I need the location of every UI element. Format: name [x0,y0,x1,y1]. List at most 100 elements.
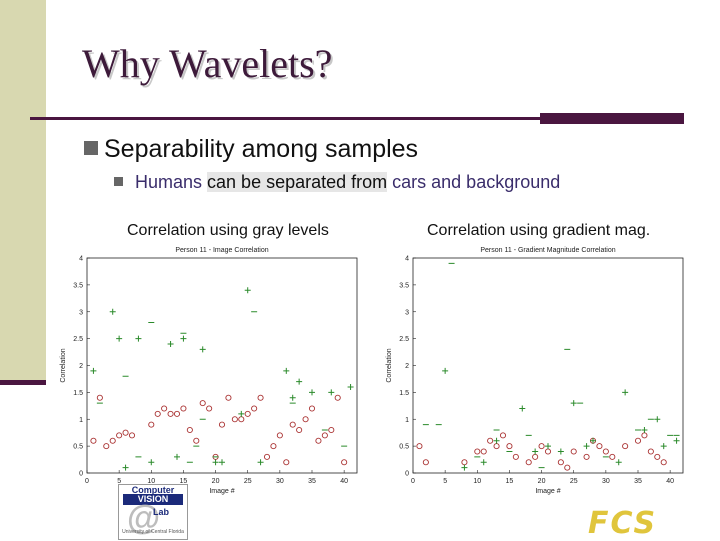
data-point-circle [416,443,423,450]
data-point-plus [116,335,123,342]
y-tick-label: 0.5 [73,444,83,451]
data-point-circle [122,429,129,436]
y-tick-label: 0.5 [399,444,409,451]
plot-frame [412,257,684,474]
data-point-circle [289,421,296,428]
x-tick-label: 30 [276,478,284,485]
x-axis-label: Image # [209,488,234,495]
y-tick-label: 1 [79,417,83,424]
y-tick-label: 4 [79,256,83,263]
y-tick-label: 0 [79,471,83,478]
logo-text-vision: VISION [123,494,183,505]
data-point-circle [116,432,123,439]
data-point-circle [263,453,271,460]
y-tick-label: 1 [405,417,409,424]
data-point-plus [480,459,487,466]
y-tick-label: 4 [405,256,409,263]
data-point-plus [532,448,539,455]
data-point-circle [193,437,200,444]
data-point-circle [654,453,661,460]
data-point-circle [90,437,97,444]
data-point-circle [96,394,103,401]
data-point-circle [238,416,245,423]
data-point-circle [532,453,539,460]
logo-text-computer: Computer [131,485,175,495]
data-point-plus [244,287,251,294]
data-point-plus [283,367,290,374]
data-point-circle [103,443,110,450]
x-tick-label: 35 [308,478,316,485]
data-point-circle [109,437,116,444]
data-point-plus [347,384,354,390]
y-tick-label: 2.5 [399,336,409,343]
x-tick-label: 20 [538,478,546,485]
data-point-circle [173,410,181,417]
data-point-circle [512,453,519,460]
bullet-square-icon [84,141,98,155]
sub-bullet-item: Humans can be separated from cars and ba… [114,172,560,193]
data-point-plus [641,427,648,433]
x-tick-label: 0 [411,478,415,485]
plot-frame [86,257,358,474]
y-axis-label: Correlation [60,348,67,382]
data-point-circle [487,437,494,444]
x-tick-label: 40 [666,478,674,485]
caption-gray-levels: Correlation using gray levels [127,222,329,239]
fcs-logo: FCS [588,506,658,541]
data-point-circle [128,432,136,439]
sub-bullet-square-icon [114,177,123,186]
title-divider-accent [540,113,684,124]
data-point-circle [328,426,335,434]
data-point-plus [583,443,590,450]
data-point-circle [308,405,316,412]
data-point-circle [167,410,174,417]
y-tick-label: 2.5 [73,336,83,343]
data-point-circle [296,426,303,434]
data-point-circle [602,448,609,455]
data-point-plus [461,464,468,471]
data-point-circle [206,405,213,412]
sub-bullet-highlight: can be separated from [207,172,388,192]
data-point-plus [570,400,577,407]
chart-title: Person 11 - Gradient Magnitude Correlati… [480,247,615,254]
data-point-circle [544,448,552,455]
data-point-circle [647,448,654,455]
sub-bullet-text-1: Humans [135,172,208,192]
y-tick-label: 1.5 [399,390,409,397]
data-point-plus [289,394,296,401]
y-tick-label: 3.5 [73,282,83,289]
data-point-circle [609,453,616,460]
data-point-circle [506,443,513,450]
data-point-circle [570,448,577,455]
y-tick-label: 3 [79,309,83,316]
data-point-circle [334,394,341,401]
data-point-circle [180,405,187,412]
data-point-circle [596,443,603,450]
data-point-plus [296,378,303,385]
data-point-circle [538,443,545,450]
y-tick-label: 2 [405,363,409,370]
data-point-circle [341,459,348,466]
data-point-plus [545,443,551,450]
chart-title: Person 11 - Image Correlation [175,247,268,254]
data-point-plus [238,410,245,417]
data-point-plus [212,459,219,466]
sidebar-accent [0,0,46,383]
x-tick-label: 0 [85,478,89,485]
data-point-circle [557,459,564,466]
data-point-circle [499,432,507,439]
logo-text-lab: Lab [153,507,170,517]
y-tick-label: 2 [79,363,83,370]
title-divider [30,117,540,120]
x-tick-label: 10 [147,478,155,485]
x-tick-label: 5 [443,478,447,485]
data-point-plus [174,453,180,460]
data-point-circle [474,448,481,455]
data-point-plus [109,308,116,315]
x-tick-label: 10 [473,478,481,485]
data-point-circle [564,464,571,471]
data-point-plus [660,443,667,450]
bullet-item: Separability among samples [84,135,418,164]
data-point-circle [525,459,532,466]
